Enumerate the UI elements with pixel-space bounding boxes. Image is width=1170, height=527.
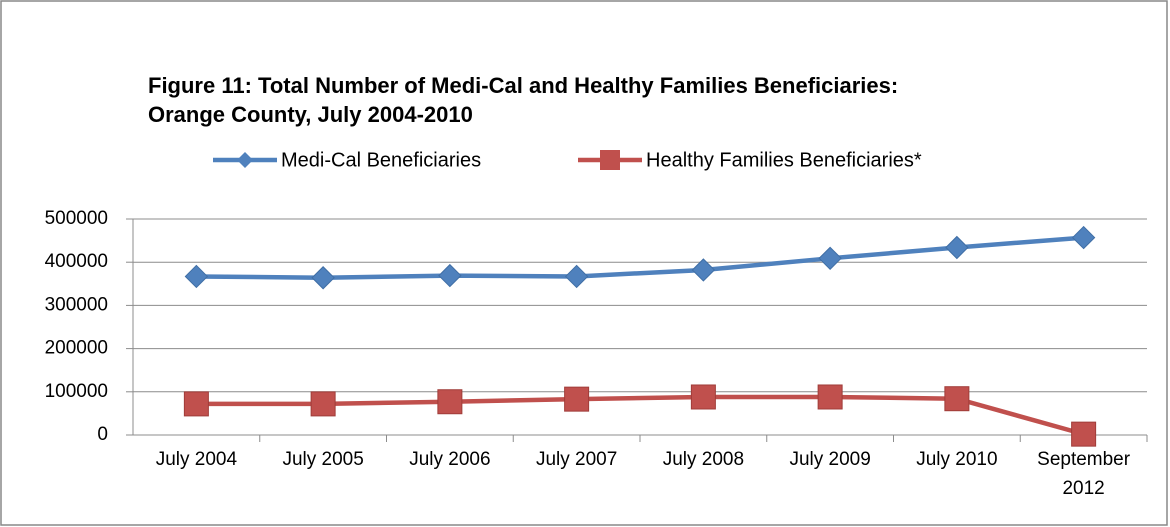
point — [564, 386, 590, 412]
x-tick-label: July 2010 — [916, 449, 998, 470]
point — [818, 246, 842, 271]
chart-title: Figure 11: Total Number of Medi-Cal and … — [148, 73, 898, 98]
point — [311, 266, 335, 290]
legend-label: Healthy Families Beneficiaries* — [646, 149, 922, 171]
x-tick-label: July 2007 — [535, 449, 618, 470]
legend-label: Medi-Cal Beneficiaries — [281, 149, 481, 171]
point — [1071, 421, 1097, 447]
series-line — [196, 235, 1084, 281]
point — [944, 386, 970, 412]
y-tick-label: 500000 — [45, 208, 108, 229]
x-tick-label: July 2005 — [282, 449, 364, 470]
point — [438, 263, 462, 288]
x-tick-label: July 2004 — [155, 449, 238, 470]
x-tick-label: July 2006 — [409, 449, 491, 470]
point — [1071, 225, 1096, 250]
x-tick-label: July 2008 — [662, 449, 745, 470]
legend-marker — [237, 152, 253, 168]
y-tick-label: 400000 — [45, 251, 108, 272]
legend-marker — [600, 150, 620, 170]
x-tick-label: July 2009 — [789, 449, 871, 470]
point — [691, 258, 716, 282]
point — [184, 264, 209, 289]
y-tick-label: 0 — [97, 424, 108, 445]
point — [817, 384, 843, 410]
point — [437, 389, 463, 415]
point — [310, 391, 336, 417]
point — [945, 235, 969, 260]
y-tick-label: 100000 — [45, 381, 108, 402]
point — [183, 391, 209, 417]
chart-title: Orange County, July 2004-2010 — [148, 102, 473, 127]
y-tick-label: 300000 — [45, 294, 108, 315]
point — [690, 384, 716, 410]
x-tick-label: September 2012 — [1037, 449, 1131, 499]
y-tick-label: 200000 — [45, 338, 108, 359]
point — [564, 264, 589, 289]
series-line — [196, 394, 1085, 437]
